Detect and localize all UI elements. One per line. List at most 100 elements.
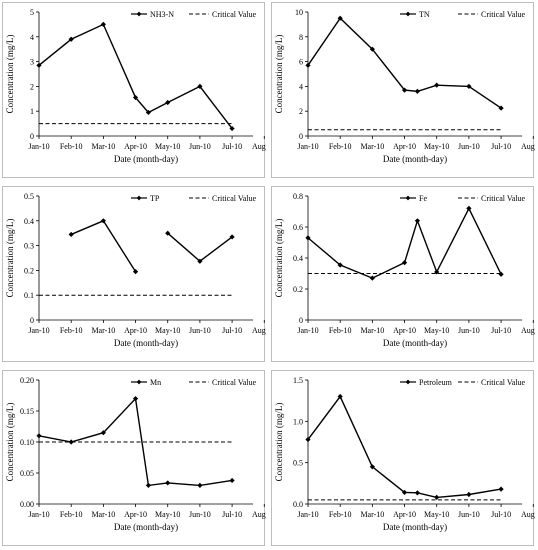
legend-marker-main bbox=[136, 379, 142, 385]
series-line-main bbox=[70, 219, 137, 273]
chart-svg: 0 1 2 3 4 5 Jan-10 Feb-10 Mar-10 Apr-10 May-10 Jun-… bbox=[5, 8, 266, 164]
data-point-marker bbox=[466, 205, 472, 211]
legend-label-critical: Critical Value bbox=[212, 194, 257, 203]
y-tick-label: 0.5 bbox=[24, 192, 34, 201]
x-tick-label: Apr-10 bbox=[124, 326, 147, 335]
legend-marker-main bbox=[136, 195, 142, 201]
x-tick-label: Aug-10 bbox=[252, 510, 266, 519]
legend-label-main: NH3-N bbox=[150, 10, 174, 19]
y-tick-label: 0.5 bbox=[293, 459, 303, 468]
data-point-marker bbox=[197, 258, 203, 264]
y-tick-label: 0 bbox=[30, 316, 34, 325]
data-point-marker bbox=[414, 218, 421, 224]
legend-label-critical: Critical Value bbox=[212, 378, 257, 387]
data-point-marker bbox=[165, 230, 171, 236]
data-point-marker bbox=[68, 439, 74, 445]
chart-panel-petroleum: 0.0 0.5 1.0 1.5 Jan-10 Feb-10 Mar-10 Apr-10 May-… bbox=[271, 370, 535, 546]
y-tick-label: 6 bbox=[299, 58, 303, 67]
x-tick-label: Aug-10 bbox=[521, 326, 535, 335]
data-point-marker bbox=[434, 494, 440, 500]
y-tick-label: 4 bbox=[30, 33, 34, 42]
data-point-marker bbox=[68, 36, 74, 42]
y-tick-label: 0 bbox=[30, 132, 34, 141]
y-tick-label: 0.05 bbox=[20, 469, 34, 478]
y-tick-label: 10 bbox=[295, 8, 303, 17]
chart-panel-tp: 0 0.1 0.2 0.3 0.4 0.5 Jan-10 Feb-10 Mar-10 Apr-10… bbox=[2, 186, 266, 362]
data-point-marker bbox=[414, 88, 421, 94]
x-tick-label: Jul-10 bbox=[222, 326, 242, 335]
legend-marker-main bbox=[405, 11, 411, 17]
legend-label-main: Mn bbox=[150, 378, 161, 387]
x-axis-label: Date (month-day) bbox=[114, 154, 178, 164]
data-point-marker bbox=[145, 482, 152, 488]
y-tick-label: 1.5 bbox=[293, 376, 303, 385]
data-point-marker bbox=[229, 125, 235, 132]
data-point-marker bbox=[145, 109, 152, 116]
chart-svg: 0 0.1 0.2 0.3 0.4 0.5 Jan-10 Feb-10 Mar-10 Apr-10… bbox=[5, 192, 266, 348]
legend-label-main: TN bbox=[419, 10, 430, 19]
x-tick-label: Feb-10 bbox=[329, 142, 352, 151]
data-point-marker bbox=[369, 275, 375, 281]
y-tick-label: 0.2 bbox=[293, 285, 303, 294]
legend-marker-main bbox=[405, 379, 411, 385]
x-tick-label: Feb-10 bbox=[60, 326, 83, 335]
x-tick-label: Jan-10 bbox=[28, 510, 49, 519]
x-tick-label: Mar-10 bbox=[360, 510, 384, 519]
data-point-marker bbox=[369, 46, 375, 52]
chart-panel-mn: 0.00 0.05 0.10 0.15 0.20 Jan-10 Feb-10 Mar-10 Ap… bbox=[2, 370, 266, 546]
x-tick-label: Feb-10 bbox=[60, 510, 83, 519]
x-tick-label: Aug-10 bbox=[521, 142, 535, 151]
data-point-marker bbox=[197, 482, 203, 488]
y-tick-label: 0 bbox=[299, 132, 303, 141]
data-point-marker bbox=[337, 15, 343, 21]
legend-label-main: Fe bbox=[419, 194, 427, 203]
chart-panel-nh3n: 0 1 2 3 4 5 Jan-10 Feb-10 Mar-10 Apr-10 May-10 Jun-… bbox=[2, 2, 266, 178]
chart-panel-fe: 0 0.2 0.4 0.6 0.8 Jan-10 Feb-10 Mar-10 Apr-10 May… bbox=[271, 186, 535, 362]
x-tick-label: Mar-10 bbox=[360, 142, 384, 151]
chart-svg: 0 0.2 0.4 0.6 0.8 Jan-10 Feb-10 Mar-10 Apr-10 May… bbox=[274, 192, 535, 348]
x-tick-label: Jul-10 bbox=[222, 142, 242, 151]
data-point-marker bbox=[100, 218, 106, 224]
y-tick-label: 8 bbox=[299, 33, 303, 42]
y-axis-label: Concentration (mg/L) bbox=[274, 403, 284, 482]
x-tick-label: Aug-10 bbox=[521, 510, 535, 519]
data-point-marker bbox=[498, 271, 504, 277]
x-tick-label: Jan-10 bbox=[297, 510, 318, 519]
x-tick-label: Jul-10 bbox=[491, 326, 511, 335]
data-point-marker bbox=[100, 21, 106, 27]
series-line-main bbox=[307, 395, 502, 499]
chart-svg: 0.00 0.05 0.10 0.15 0.20 Jan-10 Feb-10 Mar-10 Ap… bbox=[5, 376, 266, 532]
data-point-marker bbox=[498, 105, 504, 111]
x-tick-label: Mar-10 bbox=[91, 142, 115, 151]
series-line-main bbox=[307, 206, 502, 279]
x-tick-label: May-10 bbox=[424, 510, 449, 519]
x-tick-label: Jun-10 bbox=[458, 142, 480, 151]
chart-panel-tn: 0 2 4 6 8 10 Jan-10 Feb-10 Mar-10 Apr-10 May-10 Jun… bbox=[271, 2, 535, 178]
series-line-main bbox=[38, 397, 233, 487]
y-tick-label: 0.20 bbox=[20, 376, 34, 385]
x-tick-label: Apr-10 bbox=[393, 142, 416, 151]
y-tick-label: 5 bbox=[30, 8, 34, 17]
legend-label-critical: Critical Value bbox=[481, 378, 526, 387]
x-tick-label: Jul-10 bbox=[222, 510, 242, 519]
y-tick-label: 0.10 bbox=[20, 438, 34, 447]
data-point-marker bbox=[414, 490, 421, 496]
data-point-marker bbox=[434, 82, 440, 88]
data-point-marker bbox=[36, 433, 42, 439]
y-tick-label: 0.2 bbox=[24, 266, 34, 275]
data-point-marker bbox=[229, 477, 235, 484]
x-axis-label: Date (month-day) bbox=[383, 154, 447, 164]
y-tick-label: 3 bbox=[30, 58, 34, 67]
data-point-marker bbox=[401, 260, 408, 266]
y-tick-label: 0.15 bbox=[20, 407, 34, 416]
x-axis-label: Date (month-day) bbox=[114, 338, 178, 348]
x-axis-label: Date (month-day) bbox=[114, 522, 178, 532]
legend-label-main: Petroleum bbox=[419, 378, 453, 387]
x-axis-label: Date (month-day) bbox=[383, 338, 447, 348]
data-point-marker bbox=[305, 436, 311, 443]
legend-label-critical: Critical Value bbox=[481, 194, 526, 203]
y-tick-label: 0.4 bbox=[293, 254, 303, 263]
x-tick-label: Jan-10 bbox=[28, 142, 49, 151]
legend-label-critical: Critical Value bbox=[212, 10, 257, 19]
series-line-main bbox=[38, 23, 233, 129]
